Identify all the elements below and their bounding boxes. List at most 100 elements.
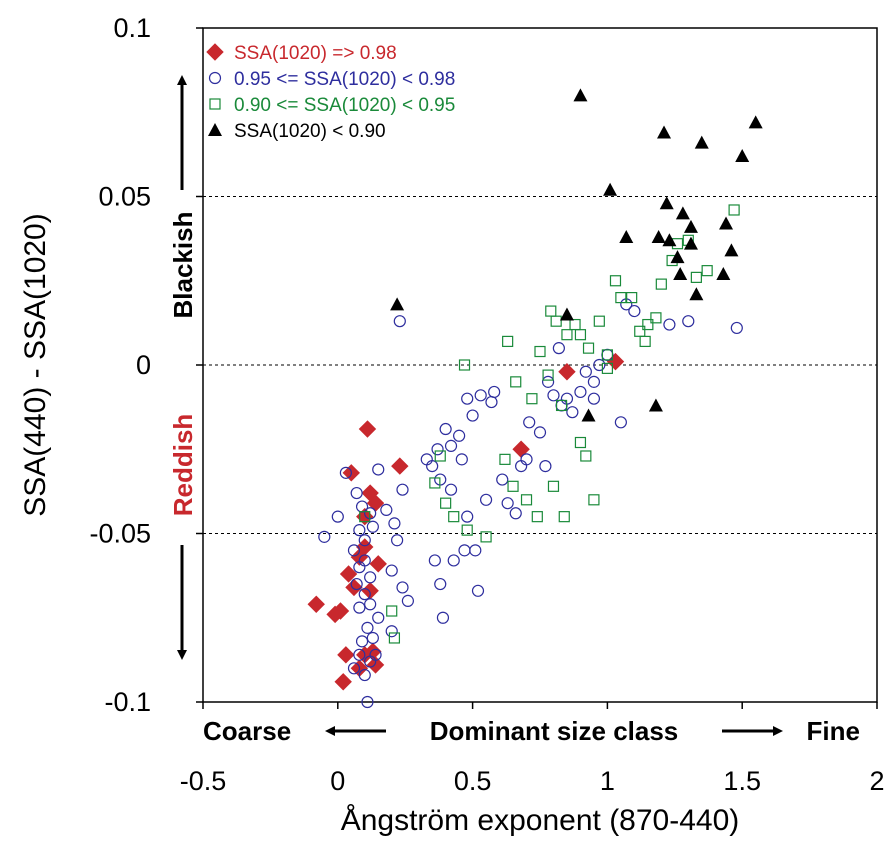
point-square (574, 329, 587, 341)
point-square (386, 605, 398, 617)
point-circle (393, 315, 406, 328)
legend-label: 0.90 <= SSA(1020) < 0.95 (234, 95, 455, 116)
point-circle (388, 517, 401, 530)
point-diamond (307, 595, 325, 613)
point-triangle (670, 250, 685, 264)
point-circle (466, 409, 479, 422)
legend-marker-circle (208, 71, 222, 85)
point-square (690, 271, 702, 283)
point-circle (461, 392, 474, 405)
point-square (650, 312, 662, 324)
point-square (526, 393, 538, 405)
point-circle (471, 584, 485, 597)
point-circle (579, 365, 592, 378)
point-triangle (716, 267, 731, 281)
point-triangle (683, 219, 698, 233)
point-square (531, 511, 543, 523)
point-circle (353, 648, 366, 661)
point-circle (350, 577, 363, 591)
x-tick-label: 0 (330, 766, 345, 796)
point-square (461, 524, 473, 536)
y-axis-title: SSA(440) - SSA(1020) (19, 213, 52, 516)
point-circle (501, 497, 514, 510)
x-tick-label: 2 (869, 766, 884, 796)
point-circle (587, 392, 601, 405)
point-triangle (748, 115, 763, 129)
point-diamond (366, 656, 385, 674)
point-triangle (694, 135, 709, 149)
point-circle (372, 611, 385, 624)
point-square (615, 292, 627, 304)
point-circle (366, 520, 379, 533)
point-circle (347, 544, 361, 557)
point-circle (364, 598, 377, 611)
legend-marker-diamond (206, 43, 224, 61)
point-circle (431, 443, 444, 456)
point-circle (461, 510, 474, 523)
point-triangle (651, 229, 666, 243)
axis-ticks: 0.1 0.05 0 -0.05 -0.1 -0.5 0 0.5 1 1.5 2 (89, 13, 884, 796)
point-triangle (573, 88, 588, 102)
point-square (434, 450, 446, 462)
blackish-label: Blackish (168, 212, 198, 319)
point-square (534, 345, 546, 358)
point-square (542, 369, 554, 381)
point-triangle (603, 182, 618, 196)
point-square (580, 450, 592, 462)
point-circle (453, 429, 466, 442)
point-triangle (390, 297, 405, 311)
point-circle (479, 493, 493, 506)
point-triangle (657, 125, 672, 139)
point-circle (444, 483, 458, 496)
y-tick-label: -0.05 (89, 519, 151, 549)
point-square (448, 511, 460, 523)
point-triangle (559, 307, 574, 321)
point-circle (566, 406, 579, 419)
point-circle (444, 439, 458, 452)
point-square (545, 305, 557, 317)
point-circle (730, 321, 743, 335)
point-circle (372, 463, 385, 476)
point-diamond (369, 555, 387, 573)
point-circle (439, 422, 452, 436)
legend-marker-triangle (208, 123, 222, 136)
point-circle (523, 416, 536, 429)
point-circle (318, 530, 331, 543)
point-circle (426, 460, 439, 473)
point-square (558, 511, 570, 523)
point-circle (628, 304, 641, 318)
point-circle (547, 389, 560, 402)
legend-label: SSA(1020) < 0.90 (234, 121, 386, 142)
point-triangle (648, 398, 663, 412)
point-square (388, 632, 401, 644)
point-circle (366, 631, 379, 645)
point-triangle (689, 287, 704, 301)
coarse-label: Coarse (203, 716, 291, 746)
point-square (555, 399, 568, 412)
point-circle (682, 315, 695, 328)
point-circle (353, 524, 366, 537)
point-circle (469, 544, 482, 557)
point-square (480, 531, 492, 543)
point-square (520, 494, 533, 506)
y-tick-label: 0.1 (113, 13, 151, 43)
x-tick-label: 1.5 (723, 766, 761, 796)
point-circle (391, 534, 404, 547)
y-tick-label: 0 (136, 350, 151, 380)
point-square (440, 497, 452, 509)
point-circle (385, 625, 398, 638)
point-circle (428, 554, 441, 567)
point-circle (455, 453, 468, 466)
point-square (642, 318, 654, 331)
point-circle (358, 668, 371, 682)
point-square (359, 511, 371, 523)
point-square (502, 335, 514, 348)
point-circle (663, 318, 676, 331)
point-square (510, 376, 522, 388)
point-square (728, 204, 740, 216)
point-diamond (337, 646, 355, 664)
point-square (458, 359, 471, 371)
fine-label: Fine (807, 716, 860, 746)
point-diamond (345, 578, 363, 597)
point-circle (515, 460, 528, 473)
